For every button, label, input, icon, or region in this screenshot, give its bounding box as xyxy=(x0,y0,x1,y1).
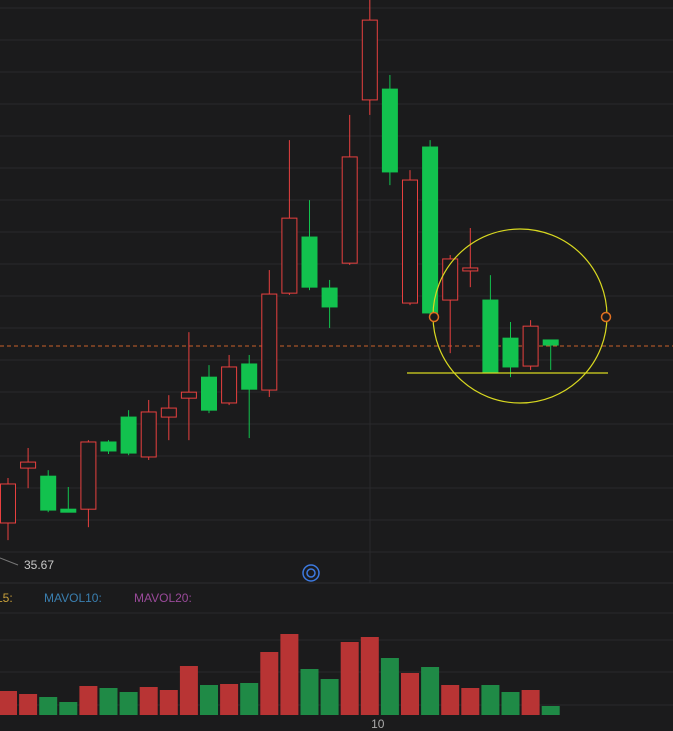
volume-bar xyxy=(79,686,98,715)
candle-body xyxy=(321,287,338,308)
candle-body xyxy=(281,217,298,294)
candle-body xyxy=(522,325,539,367)
volume-bar xyxy=(200,685,218,715)
candle-body xyxy=(20,461,37,469)
volume-bar xyxy=(360,637,379,715)
volume-bar xyxy=(320,679,339,715)
candle-body xyxy=(381,88,398,173)
annotation-handle[interactable] xyxy=(600,311,612,323)
volume-bar xyxy=(481,685,500,715)
candle-body xyxy=(361,19,378,101)
candle-body xyxy=(502,337,519,368)
volume-bar xyxy=(501,692,520,715)
volume-bar xyxy=(421,667,440,715)
volume-bar xyxy=(541,706,560,715)
volume-bar xyxy=(19,694,38,715)
candle-body xyxy=(180,391,197,399)
candles xyxy=(0,0,673,541)
candle-body xyxy=(301,236,318,288)
candle-body xyxy=(341,156,358,264)
volume-bar xyxy=(139,687,158,715)
volume-bar xyxy=(240,683,259,715)
volume-bar xyxy=(300,669,319,715)
volume-bar xyxy=(461,688,480,715)
search-icon[interactable] xyxy=(302,564,320,582)
volume-bar xyxy=(441,685,460,715)
volume-bar xyxy=(119,692,138,715)
candle-body xyxy=(120,416,137,454)
volume-bar xyxy=(401,673,419,715)
candle-body xyxy=(221,366,238,404)
volume-bar xyxy=(521,690,540,715)
volume-bar xyxy=(260,652,279,715)
annotation-handle[interactable] xyxy=(428,311,440,323)
candle-body xyxy=(402,179,418,304)
candle-body xyxy=(462,267,479,272)
candle-body xyxy=(160,407,177,418)
candle-body xyxy=(482,299,499,373)
volume-bar xyxy=(280,634,299,715)
legend-entry: MAVOL20: xyxy=(134,591,192,605)
candle-body xyxy=(80,441,97,510)
volume-bars xyxy=(0,634,560,715)
candle-body xyxy=(201,376,217,411)
volume-bar xyxy=(340,642,359,715)
candle-body xyxy=(542,339,559,346)
volume-bar xyxy=(220,684,239,715)
volume-bar xyxy=(159,690,178,715)
legend-entry: MAVOL10: xyxy=(44,591,102,605)
volume-bar xyxy=(0,691,17,715)
candle-body xyxy=(261,293,278,391)
x-tick-label: 10 xyxy=(371,717,385,731)
min-label: 35.67 xyxy=(24,558,54,572)
candle-body xyxy=(442,258,459,301)
volume-bar xyxy=(59,702,78,715)
candle-body xyxy=(140,411,157,458)
volume-bar xyxy=(99,688,118,715)
candle-body xyxy=(241,363,258,390)
candle-body xyxy=(60,508,77,513)
candle-body xyxy=(0,483,16,524)
legend: L5: MAVOL10: MAVOL20: xyxy=(0,591,192,605)
volume-bar xyxy=(380,658,399,715)
legend-entry: L5: xyxy=(0,591,13,605)
volume-bar xyxy=(179,666,198,715)
min-pointer xyxy=(0,557,19,566)
grid xyxy=(0,7,673,706)
volume-bar xyxy=(39,697,58,715)
candle-body xyxy=(100,441,117,452)
candle-body xyxy=(40,475,57,511)
candle-body xyxy=(422,146,439,314)
